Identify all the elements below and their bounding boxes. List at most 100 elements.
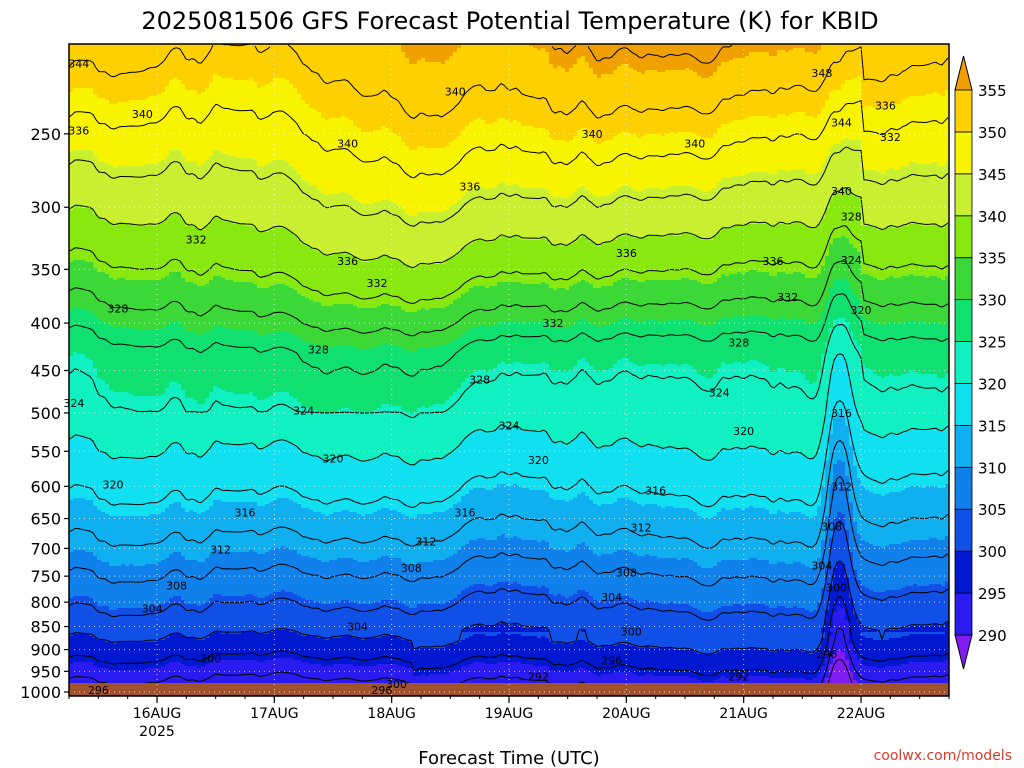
fill-cell [477, 44, 482, 121]
fill-cell [273, 392, 278, 445]
fill-cell [765, 366, 770, 453]
fill-cell [321, 254, 326, 309]
fill-cell [129, 642, 134, 673]
fill-cell [113, 460, 118, 519]
fill-cell [105, 514, 110, 565]
fill-cell [625, 278, 630, 321]
fill-cell [605, 554, 610, 603]
fill-cell [745, 224, 750, 275]
fill-cell [505, 662, 510, 691]
fill-cell [249, 282, 254, 333]
fill-cell [541, 540, 546, 589]
fill-cell [781, 44, 786, 53]
fill-cell [205, 602, 210, 641]
fill-cell [301, 636, 306, 665]
fill-cell [529, 240, 534, 287]
fill-cell [653, 602, 658, 651]
fill-cell [917, 486, 922, 543]
fill-cell [453, 44, 458, 55]
fill-cell [361, 262, 366, 311]
fill-cell [249, 226, 254, 285]
fill-cell [297, 338, 302, 405]
fill-cell [133, 226, 138, 283]
fill-cell [925, 430, 930, 489]
fill-cell [225, 596, 230, 635]
fill-cell [693, 370, 698, 457]
fill-cell [413, 268, 418, 315]
fill-cell [265, 448, 270, 507]
fill-cell [789, 224, 794, 277]
fill-cell [169, 214, 174, 275]
fill-cell [649, 188, 654, 239]
fill-cell [365, 412, 370, 465]
fill-cell [677, 450, 682, 511]
fill-cell [913, 322, 918, 375]
fill-cell [293, 446, 298, 505]
fill-cell [493, 326, 498, 371]
fill-cell [697, 610, 702, 657]
fill-cell [513, 322, 518, 365]
fill-cell [557, 140, 562, 199]
fill-cell [733, 226, 738, 277]
fill-cell [429, 562, 434, 607]
fill-cell [633, 70, 638, 137]
fill-cell [269, 162, 274, 233]
fill-cell [445, 260, 450, 309]
fill-cell [729, 606, 734, 653]
fill-cell [881, 496, 886, 551]
fill-cell [765, 450, 770, 513]
fill-cell [289, 500, 294, 553]
fill-cell [361, 666, 366, 695]
fill-cell [213, 442, 218, 503]
fill-cell [329, 514, 334, 563]
fill-cell [297, 596, 302, 637]
fill-cell [781, 562, 786, 609]
fill-cell [901, 322, 906, 377]
fill-cell [253, 160, 258, 231]
fill-cell [701, 192, 706, 243]
contour-label: 340 [132, 108, 153, 121]
fill-cell [933, 322, 938, 377]
fill-cell [685, 604, 690, 653]
fill-cell [157, 396, 162, 459]
fill-cell [557, 370, 562, 445]
fill-cell [493, 636, 498, 667]
fill-cell [181, 328, 186, 393]
fill-cell [713, 134, 718, 191]
fill-cell [661, 72, 666, 139]
fill-cell [209, 634, 214, 665]
fill-cell [753, 448, 758, 511]
fill-cell [521, 324, 526, 367]
fill-cell [189, 162, 194, 229]
fill-cell [405, 516, 410, 567]
contour-label: 324 [841, 254, 862, 267]
fill-cell [629, 68, 634, 137]
fill-cell [373, 666, 378, 693]
fill-cell [177, 44, 182, 83]
fill-cell [709, 326, 714, 381]
fill-cell [89, 500, 94, 555]
fill-cell [625, 132, 630, 189]
fill-cell [877, 230, 882, 283]
fill-cell [393, 346, 398, 409]
fill-cell [441, 212, 446, 267]
fill-cell [281, 44, 286, 81]
fill-cell [81, 208, 86, 263]
fill-cell [285, 230, 290, 289]
fill-cell [437, 604, 442, 651]
fill-cell [705, 462, 710, 521]
fill-cell [333, 512, 338, 563]
fill-cell [525, 284, 530, 325]
fill-cell [325, 196, 330, 259]
fill-cell [217, 276, 222, 329]
fill-cell [189, 332, 194, 401]
fill-cell [69, 636, 74, 667]
fill-cell [269, 334, 274, 399]
fill-cell [325, 516, 330, 565]
fill-cell [625, 318, 630, 361]
fill-cell [233, 660, 238, 689]
fill-cell [157, 280, 162, 333]
fill-cell [357, 412, 362, 465]
fill-cell [329, 194, 334, 259]
fill-cell [657, 236, 662, 283]
